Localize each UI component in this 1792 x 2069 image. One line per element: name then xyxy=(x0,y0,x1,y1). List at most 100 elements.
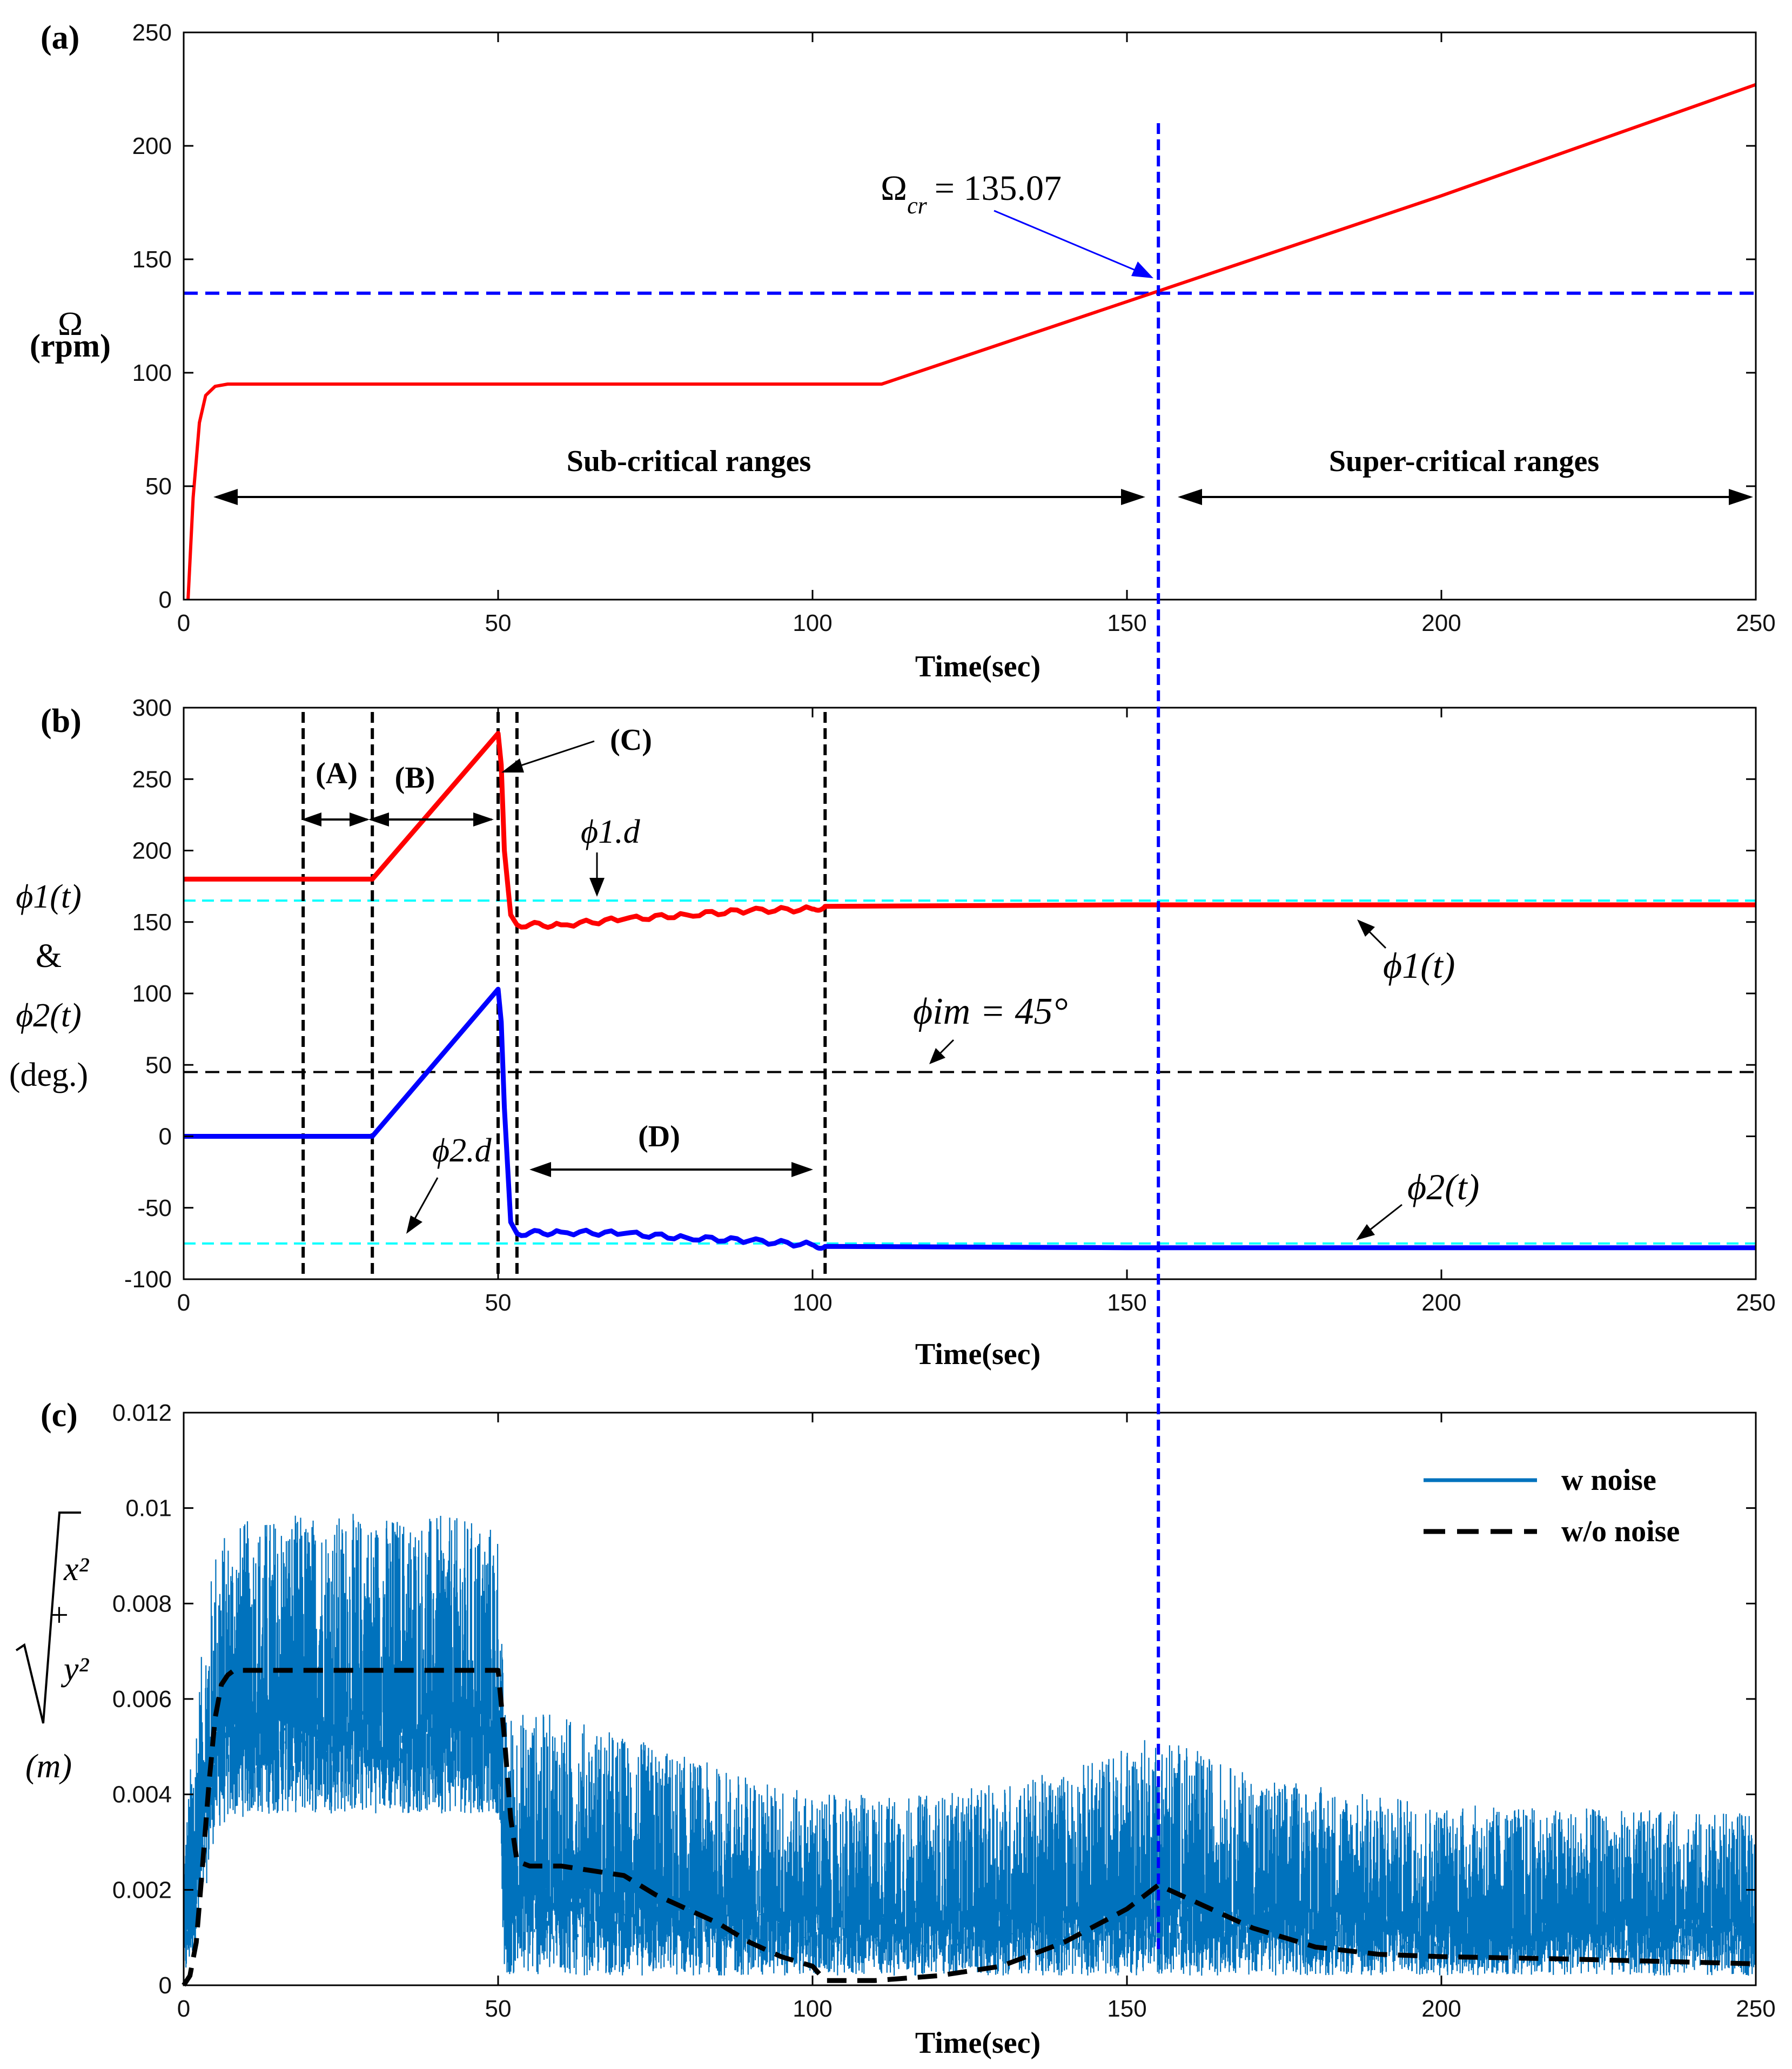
panel-a-axes-frame xyxy=(183,31,1757,601)
panel-c-xtick-label: 0 xyxy=(177,1996,190,2022)
panel-c-label: (c) xyxy=(41,1397,78,1434)
w-noise-series xyxy=(183,1514,1756,1976)
legend: w noise w/o noise xyxy=(1424,1463,1680,1548)
panel-a-ytick-label: 50 xyxy=(145,473,172,500)
panel-a-ytick-label: 0 xyxy=(159,587,172,613)
ylabel-y2: y² xyxy=(61,1651,90,1688)
panel-a-xtick-label: 100 xyxy=(793,610,832,636)
phi1d-text: ϕ1.d xyxy=(581,814,641,850)
region-a-arrow xyxy=(301,812,370,827)
panel-c-xtick-label: 150 xyxy=(1107,1996,1146,2022)
panel-c-ytick-label: 0.002 xyxy=(112,1877,172,1903)
panel-c-ytick-label: 0.012 xyxy=(112,1400,172,1426)
panel-b-ylabel-amp: & xyxy=(36,938,62,975)
panel-b-ytick-label: 0 xyxy=(159,1124,172,1150)
super-critical-label: Super-critical ranges xyxy=(1329,445,1599,478)
phi2-curve-arrow xyxy=(1356,1204,1402,1240)
panel-b-xtick-label: 250 xyxy=(1736,1289,1775,1316)
region-b-arrow xyxy=(368,812,494,827)
ylabel-plus: + xyxy=(50,1597,69,1634)
panel-c-xlabel: Time(sec) xyxy=(915,2026,1041,2060)
panel-b-ylabel-unit: (deg.) xyxy=(9,1057,88,1093)
phi1-series xyxy=(184,731,1756,930)
panel-b-xtick-label: 50 xyxy=(485,1289,512,1316)
panel-a: (a) 0 50 100 150 200 250 0 50 100 150 200 250 Time(… xyxy=(30,19,1776,683)
omega-series xyxy=(186,83,1757,600)
panel-b-xtick-label: 0 xyxy=(177,1289,190,1316)
phi2d-label: ϕ2.d xyxy=(432,1132,492,1169)
panel-a-ytick-label: 150 xyxy=(132,246,172,273)
panel-b-ytick-label: 200 xyxy=(132,838,172,864)
panel-c-ytick-label: 0.01 xyxy=(125,1495,172,1522)
panel-a-xlabel: Time(sec) xyxy=(915,650,1041,683)
phi-im-arrow xyxy=(929,1039,955,1064)
super-critical-arrow xyxy=(1178,489,1753,505)
panel-b-xtick-label: 100 xyxy=(793,1289,832,1316)
panel-c-ticks: 0 50 100 150 200 250 0 0.002 0.004 0.006 0.008 0.01… xyxy=(112,1400,1776,2022)
ylabel-unit: (m) xyxy=(25,1748,72,1785)
panel-b-xtick-label: 150 xyxy=(1107,1289,1146,1316)
panel-c-ylabel: x² + y² (m) xyxy=(15,1512,90,1785)
phi1-curve-arrow xyxy=(1357,919,1387,949)
panel-c-ytick-label: 0.008 xyxy=(112,1590,172,1617)
panel-a-xtick-label: 200 xyxy=(1421,610,1461,636)
panel-c-xtick-label: 50 xyxy=(485,1996,512,2022)
ylabel-x2: x² xyxy=(63,1551,90,1588)
critical-speed-label: Ωcr = 135.07 xyxy=(881,169,1062,219)
panel-a-ticks: 0 50 100 150 200 250 0 50 100 150 200 250 xyxy=(132,19,1776,636)
region-a-label: (A) xyxy=(316,757,358,790)
panel-b-ytick-label: 50 xyxy=(145,1052,172,1078)
panel-a-ylabel-unit: (rpm) xyxy=(30,328,111,364)
panel-c-xtick-label: 100 xyxy=(793,1996,832,2022)
panel-a-label: (a) xyxy=(41,19,79,56)
panel-a-xtick-label: 250 xyxy=(1736,610,1775,636)
panel-b-ticks: 0 50 100 150 200 250 -100 -50 0 50 100 150 200 250 300 xyxy=(124,695,1776,1316)
panel-c-plot-area xyxy=(182,1514,1756,1987)
critical-speed-symbol: Ω xyxy=(881,169,907,208)
panel-c-ytick-label: 0.006 xyxy=(112,1686,172,1712)
panel-c-ytick-label: 0 xyxy=(159,1972,172,1999)
panel-b-ytick-label: 300 xyxy=(132,695,172,721)
panel-a-ylabel-symbol: Ω xyxy=(58,306,83,342)
panel-b-xtick-label: 200 xyxy=(1421,1289,1461,1316)
panel-b-xlabel: Time(sec) xyxy=(915,1338,1041,1371)
phi1d-label: ϕ1.d xyxy=(581,814,641,850)
region-c-label: (C) xyxy=(610,723,652,757)
phi1d-arrow xyxy=(589,852,605,897)
panel-b: (b) 0 50 100 150 200 250 -100 -50 0 50 100 150 200 25… xyxy=(9,695,1776,1371)
critical-speed-arrow xyxy=(994,210,1146,276)
panel-b-ytick-label: 100 xyxy=(132,980,172,1007)
panel-c-xtick-label: 250 xyxy=(1736,1996,1775,2022)
critical-speed-value: = 135.07 xyxy=(935,169,1062,208)
critical-speed-subscript: cr xyxy=(907,192,928,219)
panel-b-ytick-label: -100 xyxy=(124,1266,172,1293)
sqrt-radical xyxy=(15,1512,81,1724)
panel-a-ytick-label: 100 xyxy=(132,360,172,386)
region-b-label: (B) xyxy=(395,761,435,795)
panel-c-ytick-label: 0.004 xyxy=(112,1782,172,1808)
panel-b-ytick-label: 150 xyxy=(132,909,172,936)
region-d-label: (D) xyxy=(638,1120,680,1153)
region-d-arrow xyxy=(529,1162,813,1177)
panel-b-plot-area xyxy=(184,712,1756,1275)
phi2d-arrow xyxy=(406,1177,439,1234)
legend-label-no-noise: w/o noise xyxy=(1561,1515,1680,1548)
panel-b-ytick-label: 250 xyxy=(132,766,172,792)
panel-a-plot-area xyxy=(184,83,1757,600)
panel-b-label: (b) xyxy=(41,703,82,740)
panel-a-xtick-label: 150 xyxy=(1107,610,1146,636)
panel-a-ytick-label: 200 xyxy=(132,133,172,159)
panel-a-ytick-label: 250 xyxy=(132,19,172,46)
legend-label-noise: w noise xyxy=(1561,1463,1656,1497)
panel-b-ytick-label: -50 xyxy=(137,1195,172,1221)
panel-b-ylabel-phi1: ϕ1(t) xyxy=(16,878,82,915)
phi-im-label: ϕim = 45° xyxy=(913,991,1068,1032)
critical-speed-arrowhead xyxy=(1131,261,1153,278)
panel-b-ylabel-phi2: ϕ2(t) xyxy=(16,997,82,1034)
sub-critical-arrow xyxy=(213,489,1145,505)
sub-critical-label: Sub-critical ranges xyxy=(567,445,811,478)
phi2-series xyxy=(184,986,1756,1251)
phi1-curve-label: ϕ1(t) xyxy=(1383,945,1455,986)
panel-a-xtick-label: 50 xyxy=(485,610,512,636)
